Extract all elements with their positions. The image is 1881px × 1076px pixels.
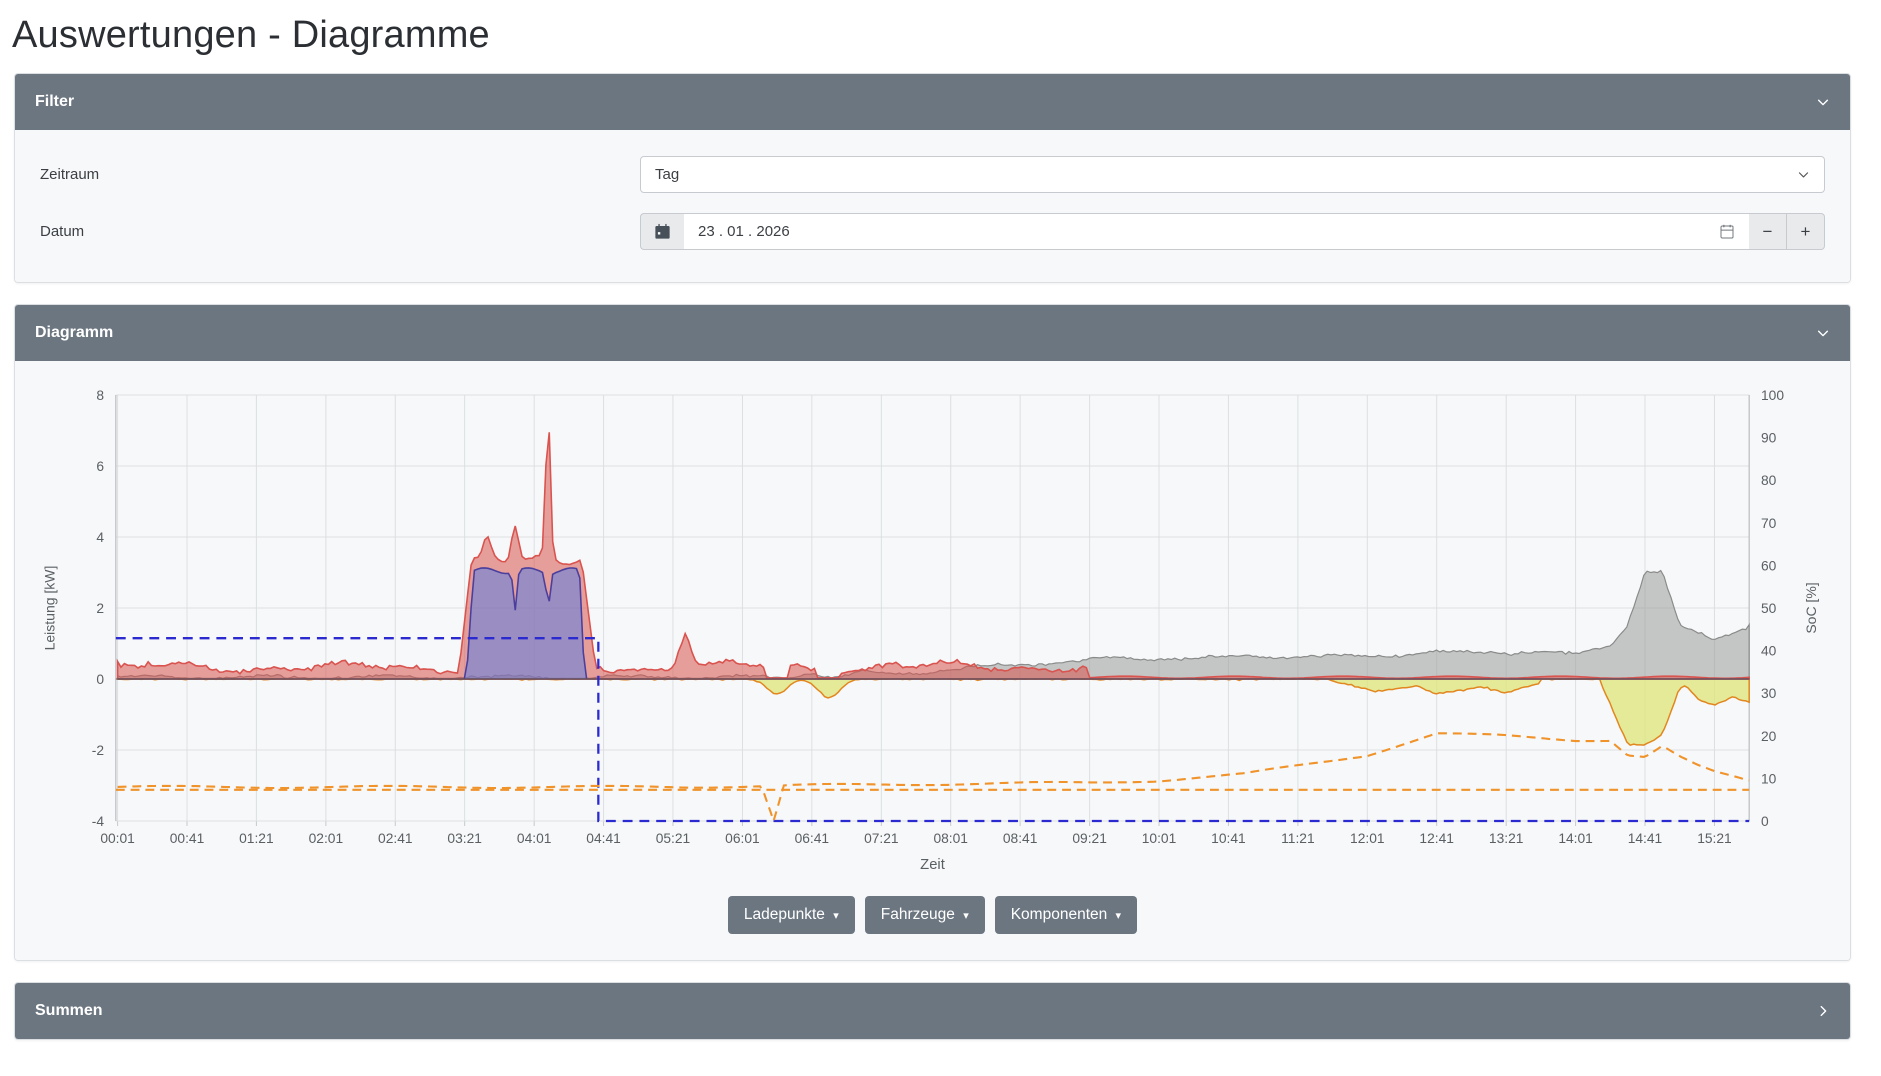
- svg-text:12:01: 12:01: [1350, 830, 1385, 846]
- svg-text:Leistung [kW]: Leistung [kW]: [42, 566, 58, 651]
- svg-text:Zeit: Zeit: [920, 857, 945, 873]
- svg-text:08:01: 08:01: [933, 830, 968, 846]
- svg-text:01:21: 01:21: [239, 830, 274, 846]
- svg-text:15:21: 15:21: [1697, 830, 1732, 846]
- svg-text:4: 4: [96, 529, 104, 545]
- svg-text:09:21: 09:21: [1072, 830, 1107, 846]
- svg-text:-4: -4: [92, 813, 105, 829]
- svg-text:06:01: 06:01: [725, 830, 760, 846]
- svg-text:07:21: 07:21: [864, 830, 899, 846]
- svg-text:30: 30: [1761, 685, 1777, 701]
- svg-text:13:21: 13:21: [1489, 830, 1524, 846]
- svg-text:6: 6: [96, 458, 104, 474]
- svg-text:-2: -2: [92, 742, 105, 758]
- svg-text:00:01: 00:01: [100, 830, 135, 846]
- svg-text:02:41: 02:41: [378, 830, 413, 846]
- svg-text:20: 20: [1761, 728, 1777, 744]
- svg-text:60: 60: [1761, 557, 1777, 573]
- svg-text:04:01: 04:01: [517, 830, 552, 846]
- svg-text:80: 80: [1761, 472, 1777, 488]
- svg-text:40: 40: [1761, 643, 1777, 659]
- svg-text:100: 100: [1761, 387, 1784, 403]
- svg-text:50: 50: [1761, 600, 1777, 616]
- svg-text:70: 70: [1761, 515, 1777, 531]
- svg-text:10:01: 10:01: [1142, 830, 1177, 846]
- svg-text:14:41: 14:41: [1628, 830, 1663, 846]
- svg-text:03:21: 03:21: [447, 830, 482, 846]
- svg-text:10: 10: [1761, 770, 1777, 786]
- svg-text:10:41: 10:41: [1211, 830, 1246, 846]
- svg-text:00:41: 00:41: [170, 830, 205, 846]
- svg-text:11:21: 11:21: [1281, 830, 1315, 846]
- svg-text:14:01: 14:01: [1558, 830, 1593, 846]
- svg-text:0: 0: [1761, 813, 1769, 829]
- svg-text:8: 8: [96, 387, 104, 403]
- svg-text:12:41: 12:41: [1419, 830, 1454, 846]
- svg-text:2: 2: [96, 600, 104, 616]
- svg-text:02:01: 02:01: [309, 830, 344, 846]
- svg-text:08:41: 08:41: [1003, 830, 1038, 846]
- svg-text:04:41: 04:41: [586, 830, 621, 846]
- svg-text:05:21: 05:21: [656, 830, 691, 846]
- svg-text:06:41: 06:41: [795, 830, 830, 846]
- svg-text:SoC [%]: SoC [%]: [1803, 582, 1819, 633]
- svg-text:90: 90: [1761, 430, 1777, 446]
- svg-text:0: 0: [96, 671, 104, 687]
